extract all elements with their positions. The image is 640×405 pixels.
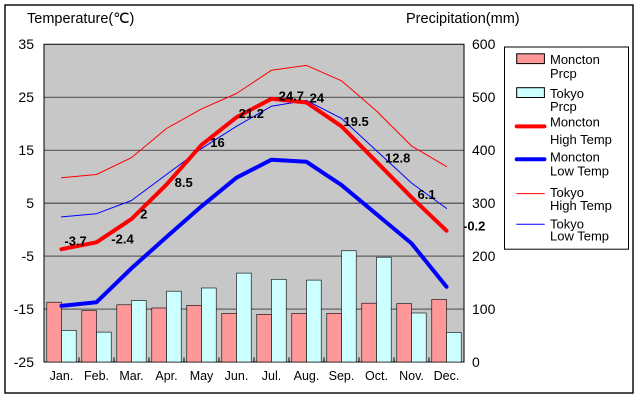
svg-text:600: 600 [472,36,496,52]
svg-text:-15: -15 [14,301,34,317]
svg-text:Aug.: Aug. [294,369,320,383]
svg-text:35: 35 [18,36,34,52]
svg-text:500: 500 [472,89,496,105]
svg-text:-25: -25 [14,354,34,370]
svg-text:Prcp: Prcp [550,66,577,81]
svg-text:5: 5 [26,195,34,211]
svg-text:Oct.: Oct. [365,369,388,383]
svg-text:Moncton: Moncton [550,114,600,129]
svg-text:High Temp: High Temp [550,198,612,213]
svg-text:24: 24 [310,91,325,106]
svg-text:Precipitation(mm): Precipitation(mm) [406,11,520,27]
svg-text:High Temp: High Temp [550,132,612,147]
svg-text:-0.2: -0.2 [463,219,485,234]
svg-text:Jul.: Jul. [262,369,281,383]
svg-text:15: 15 [18,142,34,158]
svg-text:Jun.: Jun. [225,369,249,383]
svg-text:2: 2 [140,206,147,221]
svg-text:8.5: 8.5 [175,175,193,190]
svg-text:Dec.: Dec. [434,369,460,383]
svg-text:Nov.: Nov. [399,369,424,383]
svg-text:12.8: 12.8 [385,150,410,165]
svg-text:Temperature(℃): Temperature(℃) [27,11,134,27]
svg-text:6.1: 6.1 [418,187,436,202]
svg-text:Apr.: Apr. [155,369,177,383]
svg-text:0: 0 [472,354,480,370]
svg-text:-5: -5 [22,248,35,264]
svg-text:200: 200 [472,248,496,264]
svg-text:Mar.: Mar. [119,369,143,383]
svg-text:Moncton: Moncton [550,150,600,165]
svg-text:Jan.: Jan. [50,369,74,383]
svg-text:24.7: 24.7 [279,88,304,103]
svg-text:400: 400 [472,142,496,158]
svg-text:300: 300 [472,195,496,211]
svg-text:Sep.: Sep. [329,369,355,383]
svg-text:100: 100 [472,301,496,317]
svg-text:May: May [190,369,214,383]
svg-text:Low Temp: Low Temp [550,229,609,244]
svg-text:Low Temp: Low Temp [550,164,609,179]
svg-text:16: 16 [210,135,224,150]
svg-text:Feb.: Feb. [84,369,109,383]
svg-text:21.2: 21.2 [239,106,264,121]
svg-text:-2.4: -2.4 [111,231,134,246]
svg-text:25: 25 [18,89,34,105]
svg-text:-3.7: -3.7 [64,233,86,248]
svg-text:19.5: 19.5 [343,114,368,129]
svg-text:Prcp: Prcp [550,99,577,114]
